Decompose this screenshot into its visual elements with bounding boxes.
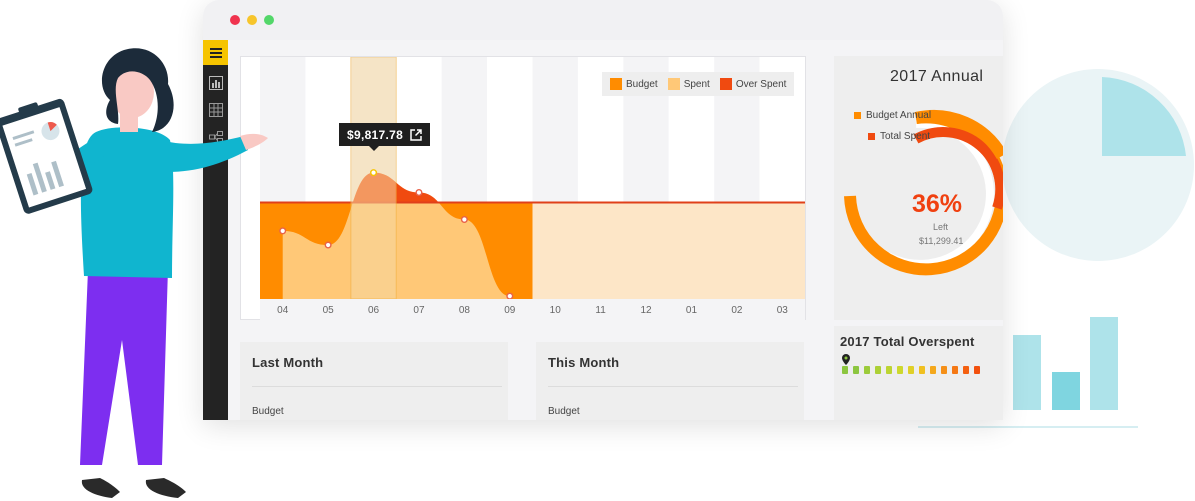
overspent-gauge-segment — [908, 366, 914, 374]
annual-left-amount: $11,299.41 — [919, 236, 964, 246]
legend-item-budget[interactable]: Budget — [610, 78, 658, 90]
donut-budget-top-arc — [914, 110, 1003, 160]
this-month-title: This Month — [548, 355, 620, 370]
annual-title: 2017 Annual — [890, 68, 984, 85]
last-month-card: Last Month Budget — [240, 342, 508, 420]
legend-swatch-spent — [667, 78, 680, 90]
x-tick-label-03: 03 — [777, 305, 789, 316]
annual-swatch-spent — [868, 133, 875, 140]
hamburger-menu-icon[interactable] — [203, 40, 228, 65]
x-tick-label-07: 07 — [413, 305, 425, 316]
overspent-gauge-segment — [974, 366, 980, 374]
overspent-gauge — [842, 366, 980, 374]
legend-label-budget: Budget — [626, 78, 658, 90]
overspent-gauge-segment — [853, 366, 859, 374]
this-month-budget-label: Budget — [548, 406, 580, 417]
overspent-gauge-segment — [963, 366, 969, 374]
legend-swatch-over-spent — [719, 78, 732, 90]
data-point-07 — [415, 188, 423, 196]
annual-swatch-budget — [854, 112, 861, 119]
legend-item-spent[interactable]: Spent — [667, 78, 710, 90]
this-month-card: This Month Budget — [536, 342, 804, 420]
x-tick-label-02: 02 — [731, 305, 743, 316]
hierarchy-icon[interactable] — [203, 124, 228, 149]
decorative-baseline — [918, 426, 1138, 428]
last-month-title: Last Month — [252, 355, 324, 370]
x-tick-label-06: 06 — [368, 305, 380, 316]
data-point-08 — [460, 215, 468, 223]
annual-left-label: Left — [933, 222, 949, 232]
legend-swatch-budget — [610, 78, 622, 90]
budget-chart-card: 04 05 06 07 08 09 10 11 12 01 02 03 Budget Spent Ov… — [240, 56, 806, 321]
x-axis-band — [260, 299, 805, 321]
x-tick-label-08: 08 — [459, 305, 471, 316]
annual-summary-card: 2017 Annual Budget Annual Total Spent 36… — [834, 56, 1003, 320]
data-point-04 — [279, 227, 287, 235]
this-month-divider — [548, 386, 798, 387]
overspent-gauge-segment — [941, 366, 947, 374]
minimize-window-button[interactable] — [247, 15, 257, 25]
annual-donut-chart — [844, 110, 1003, 276]
window-titlebar — [203, 0, 1003, 40]
overspent-gauge-segment — [842, 366, 848, 374]
highlighted-column — [350, 57, 397, 300]
table-grid-icon[interactable] — [203, 97, 228, 122]
decorative-pie-graphic — [1002, 69, 1194, 261]
overspent-gauge-segment — [952, 366, 958, 374]
chart-legend: Budget Spent Over Spent — [602, 72, 795, 96]
x-tick-label-11: 11 — [595, 305, 606, 316]
close-window-button[interactable] — [230, 15, 240, 25]
tooltip-value: $9,817.78 — [347, 127, 404, 142]
annual-legend-spent: Total Spent — [868, 131, 930, 142]
x-tick-label-04: 04 — [277, 305, 289, 316]
donut-spent-arc — [913, 127, 1003, 210]
decorative-bar-graphic — [1013, 317, 1118, 410]
chart-tooltip: $9,817.78 — [339, 123, 431, 151]
bar-chart-icon[interactable] — [203, 70, 228, 95]
last-month-budget-label: Budget — [252, 406, 284, 417]
external-link-icon[interactable] — [410, 128, 422, 141]
overspent-title: 2017 Total Overspent — [840, 334, 975, 349]
overspent-gauge-segment — [886, 366, 892, 374]
last-month-divider — [252, 386, 502, 387]
overspent-gauge-segment — [919, 366, 925, 374]
legend-label-over-spent: Over Spent — [735, 78, 787, 90]
sidebar — [203, 40, 228, 420]
data-point-06 — [370, 169, 378, 177]
budget-area-remaining — [532, 202, 805, 299]
data-point-05 — [324, 241, 332, 249]
overspent-card: 2017 Total Overspent — [834, 326, 1003, 420]
annual-percent-left: 36% — [912, 190, 963, 218]
overspent-gauge-segment — [897, 366, 903, 374]
annual-legend-budget: Budget Annual — [854, 110, 931, 121]
budget-chart: 04 05 06 07 08 09 10 11 12 01 02 03 — [260, 57, 805, 321]
x-tick-label-09: 09 — [504, 305, 516, 316]
overspent-gauge-segment — [875, 366, 881, 374]
x-tick-label-05: 05 — [323, 305, 335, 316]
overspent-gauge-segment — [930, 366, 936, 374]
data-point-09 — [506, 292, 514, 300]
x-tick-label-10: 10 — [550, 305, 562, 316]
person-illustration — [0, 48, 268, 498]
annual-legend-budget-label: Budget Annual — [866, 110, 932, 121]
map-pin-icon — [842, 354, 850, 365]
main-content: 04 05 06 07 08 09 10 11 12 01 02 03 Budget Spent Ov… — [228, 40, 1003, 420]
maximize-window-button[interactable] — [264, 15, 274, 25]
overspent-gauge-segment — [864, 366, 870, 374]
x-tick-label-12: 12 — [640, 305, 652, 316]
x-tick-label-01: 01 — [686, 305, 698, 316]
annual-legend-spent-label: Total Spent — [880, 131, 931, 142]
legend-label-spent: Spent — [683, 78, 710, 90]
dashboard-window: 04 05 06 07 08 09 10 11 12 01 02 03 Budget Spent Ov… — [203, 0, 1003, 420]
legend-item-over-spent[interactable]: Over Spent — [719, 78, 787, 90]
